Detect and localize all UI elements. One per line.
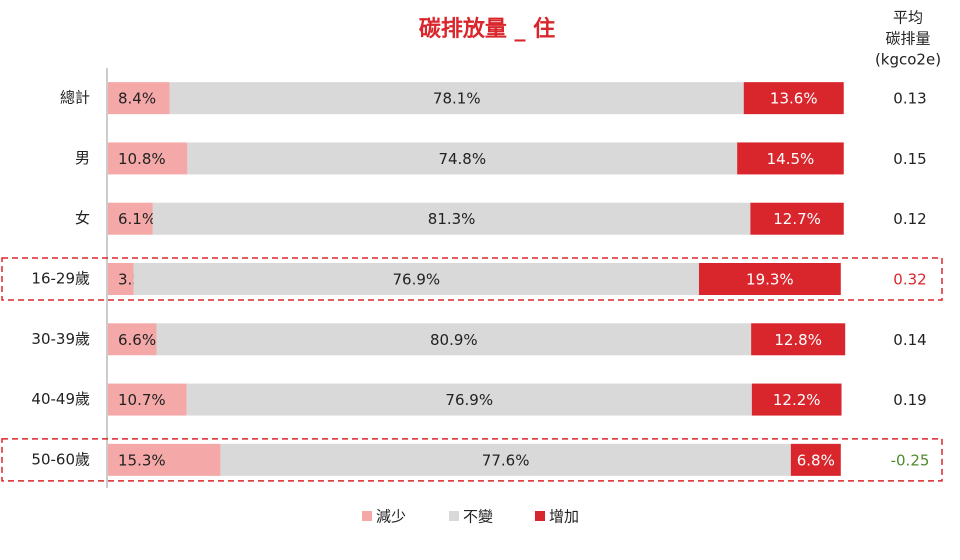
value-label: 8.4% bbox=[118, 90, 156, 108]
bar-segment bbox=[108, 82, 170, 115]
bar-segment bbox=[186, 383, 752, 416]
value-label: 6.8% bbox=[797, 451, 835, 469]
value-label: 74.8% bbox=[438, 150, 486, 168]
bar-segment bbox=[108, 142, 188, 175]
bar-segment bbox=[737, 142, 844, 175]
average-value: 0.19 bbox=[893, 391, 926, 409]
value-label: 6.1% bbox=[118, 210, 156, 228]
average-value: 0.14 bbox=[893, 331, 926, 349]
bar-segment bbox=[108, 443, 221, 476]
average-value: -0.25 bbox=[891, 451, 930, 469]
bar-segment bbox=[108, 263, 134, 295]
bar-segment bbox=[156, 323, 752, 356]
y-tick-label: 總計 bbox=[60, 89, 90, 107]
average-value: 0.13 bbox=[893, 90, 926, 108]
legend-label: 減少 bbox=[376, 508, 406, 526]
value-label: 80.9% bbox=[430, 331, 478, 349]
legend-label: 增加 bbox=[549, 508, 579, 526]
y-tick-label: 16-29歲 bbox=[31, 270, 90, 288]
chart-title: 碳排放量 _ 住 bbox=[419, 16, 555, 42]
legend-swatch bbox=[362, 511, 372, 521]
bar-segment bbox=[790, 443, 841, 476]
highlight-box bbox=[1, 438, 943, 482]
y-tick-label: 40-49歲 bbox=[31, 390, 90, 408]
value-label: 19.3% bbox=[746, 271, 794, 289]
y-tick-label: 50-60歲 bbox=[31, 450, 90, 468]
average-header: 平均 bbox=[893, 9, 923, 27]
value-label: 10.7% bbox=[118, 391, 166, 409]
highlight-box bbox=[1, 257, 943, 301]
bar-segment bbox=[108, 323, 157, 356]
bar-segment bbox=[108, 202, 153, 235]
bar-segment bbox=[743, 82, 844, 115]
y-tick-label: 男 bbox=[75, 149, 90, 167]
bar-segment bbox=[698, 263, 841, 295]
average-value: 0.15 bbox=[893, 150, 926, 168]
value-label: 76.9% bbox=[445, 391, 493, 409]
bar-segment bbox=[220, 443, 791, 476]
legend-label: 不變 bbox=[463, 508, 493, 526]
y-tick-label: 30-39歲 bbox=[31, 330, 90, 348]
value-label: 14.5% bbox=[767, 150, 815, 168]
value-label: 81.3% bbox=[428, 210, 476, 228]
bar-segment bbox=[750, 202, 844, 235]
legend-swatch bbox=[449, 511, 459, 521]
average-value: 0.12 bbox=[893, 210, 926, 228]
value-label: 78.1% bbox=[433, 90, 481, 108]
bar-segment bbox=[187, 142, 738, 175]
value-label: 6.6% bbox=[118, 331, 156, 349]
legend-swatch bbox=[535, 511, 545, 521]
bar-segment bbox=[133, 263, 699, 295]
bar-segment bbox=[152, 202, 751, 235]
value-label: 10.8% bbox=[118, 150, 166, 168]
value-label: 12.7% bbox=[773, 210, 821, 228]
average-header: (kgco2e) bbox=[875, 51, 941, 69]
value-label: 15.3% bbox=[118, 451, 166, 469]
value-label: 12.2% bbox=[773, 391, 821, 409]
bar-segment bbox=[169, 82, 744, 115]
value-label: 77.6% bbox=[482, 451, 530, 469]
average-header: 碳排量 bbox=[885, 30, 930, 48]
value-label: 76.9% bbox=[393, 271, 441, 289]
average-value: 0.32 bbox=[893, 271, 926, 289]
y-tick-label: 女 bbox=[75, 209, 90, 227]
value-label: 13.6% bbox=[770, 90, 818, 108]
value-label: 12.8% bbox=[774, 331, 822, 349]
bar-segment bbox=[108, 383, 187, 416]
bar-segment bbox=[751, 383, 842, 416]
bar-segment bbox=[751, 323, 846, 356]
